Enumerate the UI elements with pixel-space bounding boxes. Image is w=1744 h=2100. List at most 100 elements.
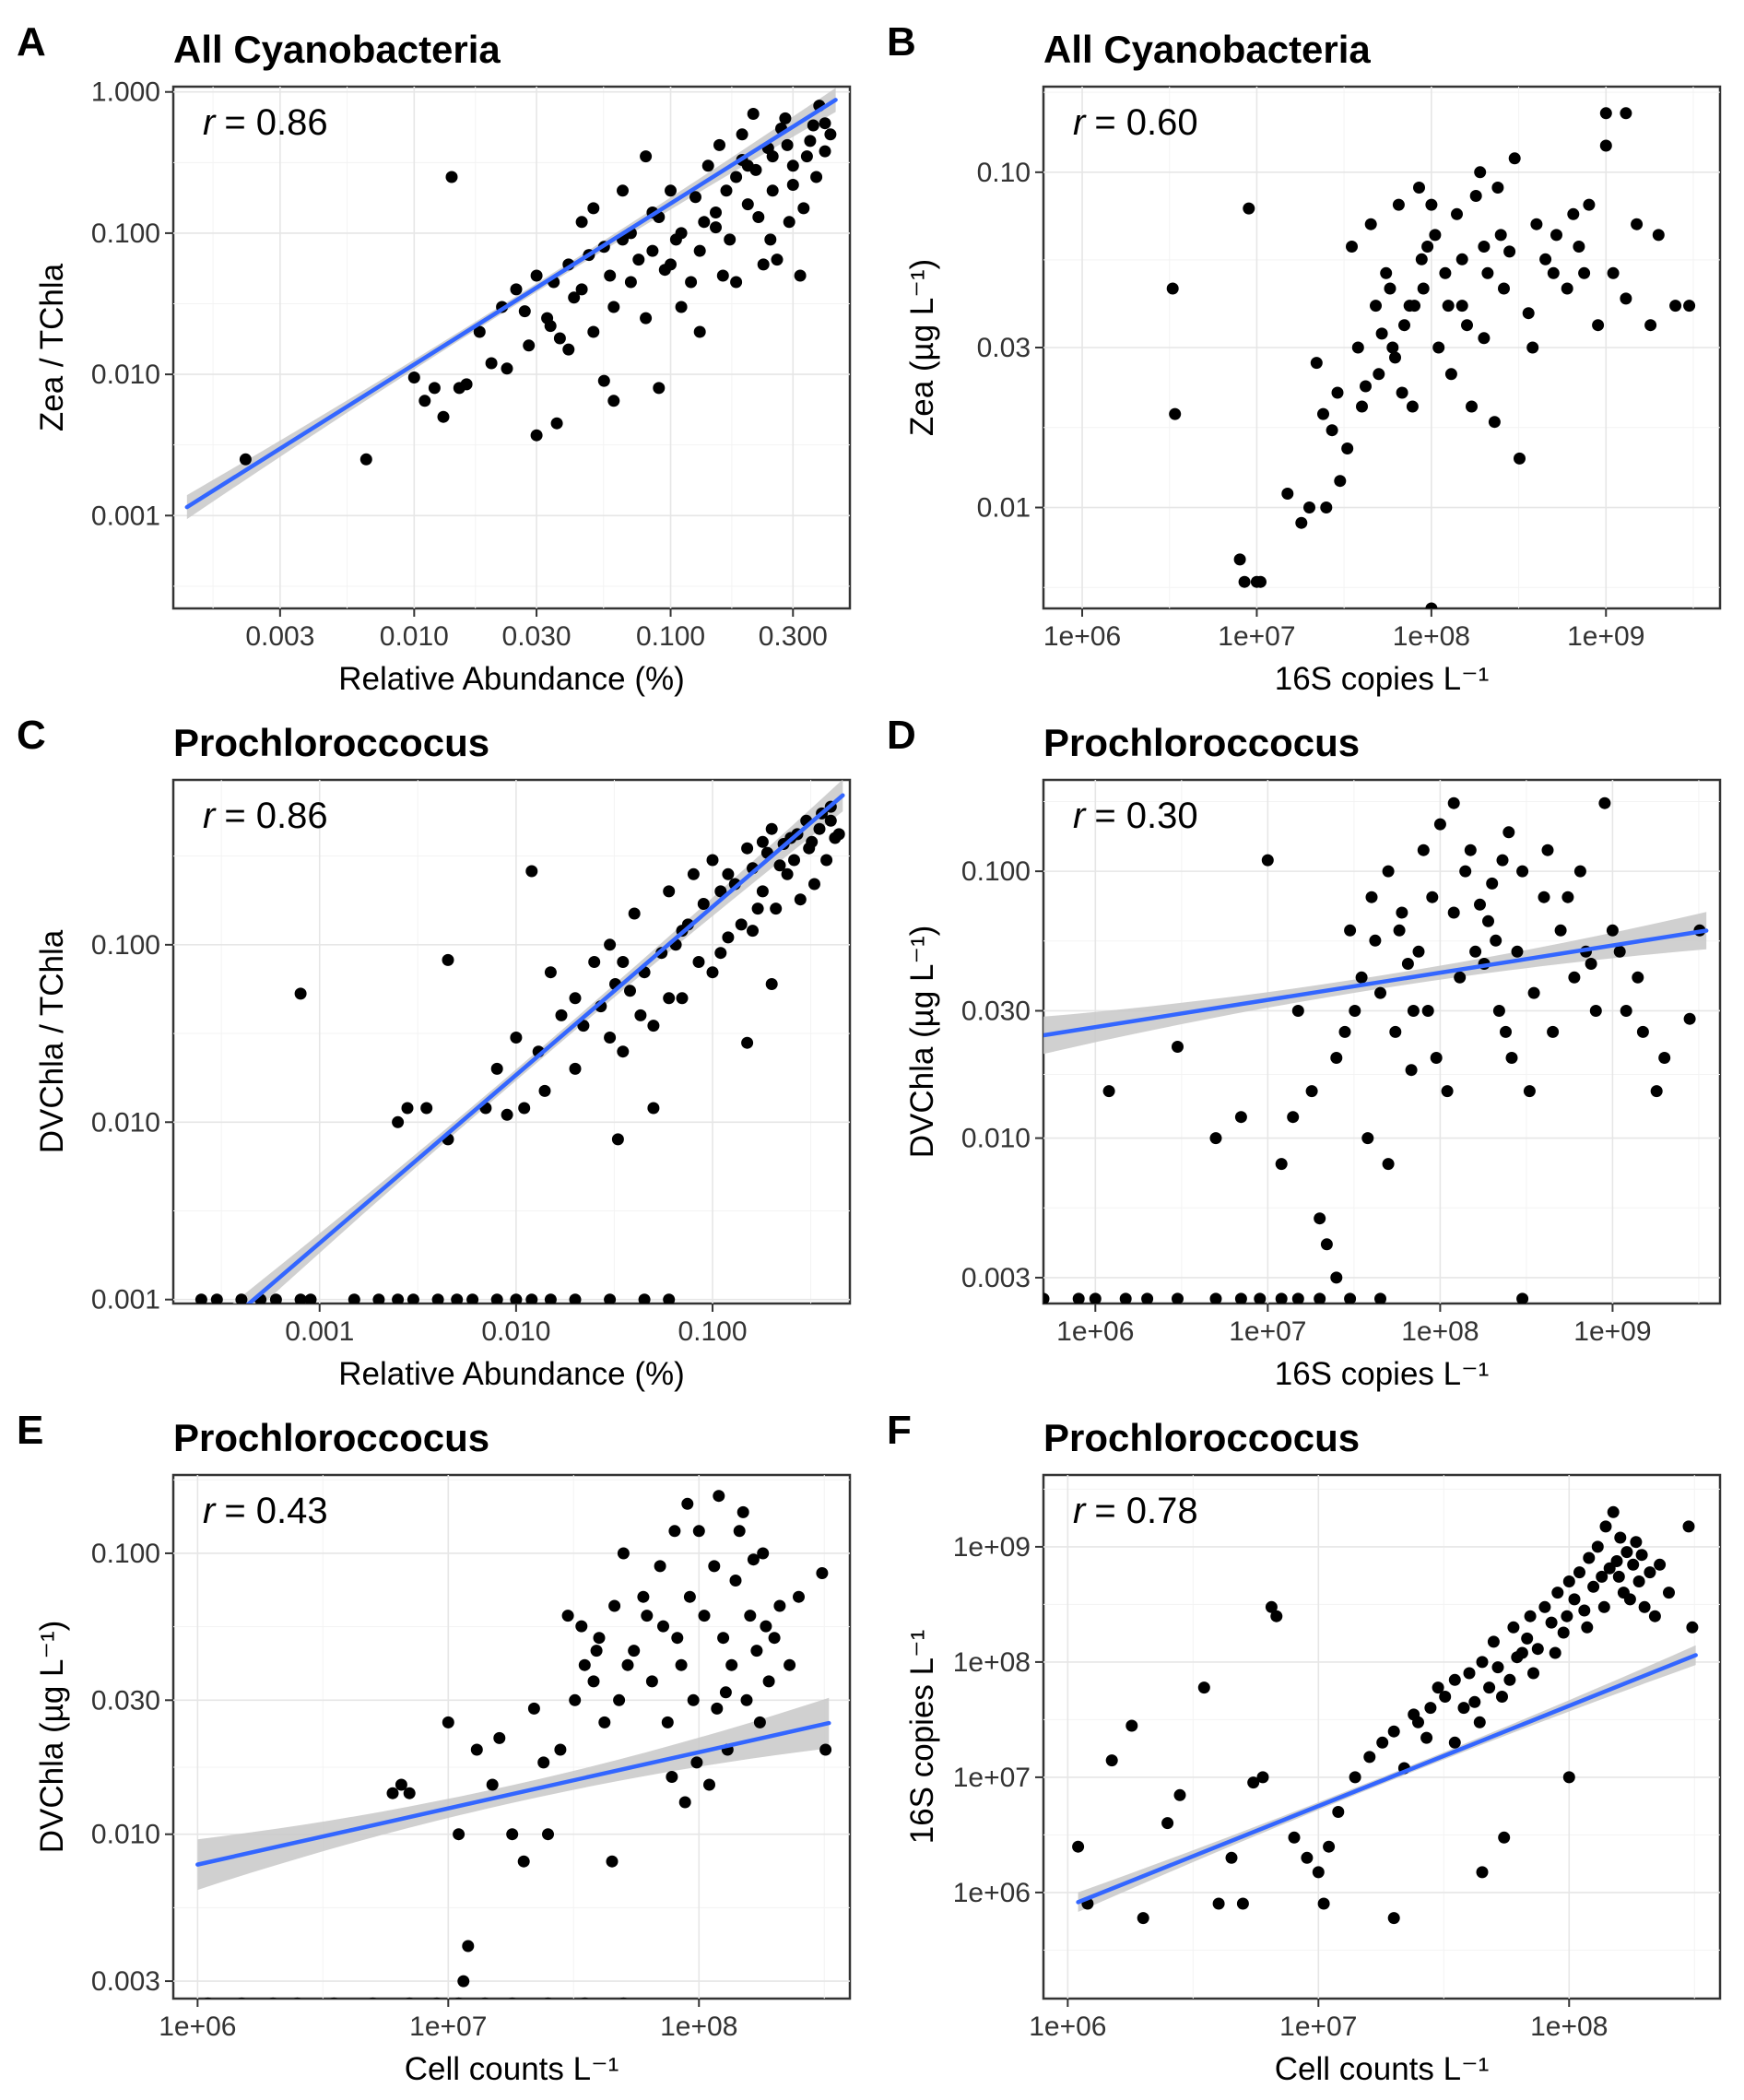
data-point [1587,1580,1600,1593]
data-point [747,925,759,938]
x-axis-label: 16S copies L⁻¹ [1275,661,1490,697]
data-point [1658,1052,1671,1064]
data-point [1591,1540,1604,1553]
data-point [760,1620,772,1633]
data-point [797,202,810,215]
data-point [1370,300,1382,313]
data-point [1682,1520,1695,1533]
data-point [1612,1570,1625,1583]
data-point [510,1293,523,1304]
data-point [1557,1626,1570,1639]
data-point [561,1610,574,1622]
data-point [510,283,523,296]
data-point [786,179,799,191]
data-point [1507,1621,1520,1634]
data-point [713,138,725,151]
data-point [1573,865,1586,878]
data-point [824,128,837,141]
data-point [658,264,671,277]
data-point [1425,198,1438,211]
x-tick-label: 1e+09 [1567,621,1644,652]
data-point [1494,229,1507,242]
panel-letter: A [17,19,46,65]
data-point [294,987,307,1000]
data-point [1683,1012,1696,1025]
data-point [1573,1566,1585,1579]
data-point [714,947,727,960]
data-point [569,1693,582,1706]
data-point [1550,229,1562,242]
data-point [1330,1271,1343,1284]
data-point [454,1997,463,1999]
data-point [1332,1806,1345,1818]
data-point [736,1505,749,1518]
data-point [1481,266,1494,279]
data-point [1448,1736,1461,1749]
data-point [1408,1708,1420,1721]
data-point [657,1620,669,1633]
regression-line [1082,0,1701,12]
data-point [661,1716,674,1728]
x-tick-label: 1e+06 [1043,621,1121,652]
data-point [569,1062,582,1075]
y-tick-label: 0.001 [91,1285,160,1315]
data-point [1562,1575,1575,1587]
data-point [735,918,748,931]
x-tick-label: 1e+08 [1393,621,1470,652]
data-point [768,1632,781,1645]
data-point [757,258,770,271]
data-point [654,1560,666,1573]
data-point [1209,1292,1222,1304]
correlation-label: r = 0.43 [203,1491,328,1531]
data-point [1538,1600,1551,1613]
data-point [330,1997,338,1999]
x-axis-label: Cell counts L⁻¹ [1275,2051,1489,2087]
data-point [1635,1549,1648,1562]
data-point [666,1771,678,1783]
y-tick-label: 0.10 [977,158,1031,188]
r-symbol: r [203,796,217,836]
data-point [1573,241,1585,253]
data-point [771,254,784,266]
data-point [1310,357,1323,370]
data-point [1374,1292,1386,1304]
x-tick-label: 0.100 [678,1316,747,1347]
data-point [1420,1731,1433,1744]
y-axis-label: 16S copies L⁻¹ [904,1630,940,1845]
data-point [1119,1292,1132,1304]
panel-letter: E [17,1408,43,1453]
data-point [1476,1866,1489,1879]
y-tick-label: 0.003 [961,1263,1031,1293]
data-point [462,1940,475,1953]
data-point [671,1632,684,1645]
data-point [1669,300,1682,313]
plot-frame [1042,778,1722,1305]
data-point [1105,1754,1118,1767]
data-point [1524,1610,1537,1622]
data-point [1375,327,1388,340]
data-point [692,956,705,968]
data-point [1225,1851,1238,1864]
plot-frame [171,778,852,1305]
y-tick-label: 1e+09 [953,1532,1031,1563]
data-point [1474,898,1486,911]
data-point [1361,1132,1374,1145]
data-point [1567,207,1580,220]
data-point [1644,319,1657,332]
data-point [525,1293,538,1304]
panel-letter: D [887,713,916,758]
data-point [587,202,600,215]
data-point [604,1293,617,1304]
data-point [749,163,762,176]
data-point [1317,407,1329,420]
data-point [1234,1111,1247,1124]
data-point [617,1547,630,1560]
data-point [714,885,727,898]
data-point [676,992,689,1005]
data-point [518,1102,531,1115]
data-point [1387,1725,1400,1738]
data-point [717,1632,730,1645]
data-point [442,953,454,966]
data-point [617,184,629,197]
data-point [442,1716,454,1728]
